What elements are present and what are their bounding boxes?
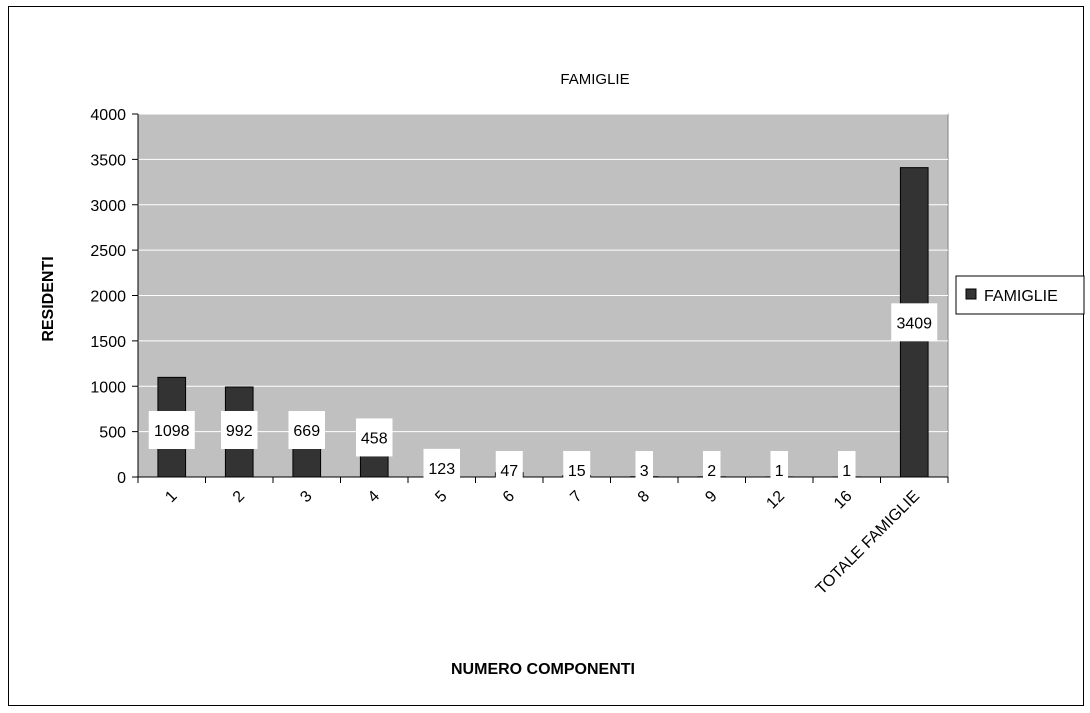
x-tick-label: 9 xyxy=(702,488,720,506)
bars xyxy=(157,167,929,478)
data-label: 47 xyxy=(500,463,518,480)
data-label: 669 xyxy=(293,423,320,440)
x-tick-label: 12 xyxy=(763,488,788,513)
y-tick-label: 500 xyxy=(99,425,126,442)
data-label: 3409 xyxy=(896,315,932,332)
legend-swatch xyxy=(965,288,977,300)
legend-label: FAMIGLIE xyxy=(984,288,1058,305)
data-label-bg xyxy=(891,303,938,342)
data-label-bg xyxy=(703,451,721,489)
data-label-bg xyxy=(356,418,393,457)
x-tick-label: 16 xyxy=(831,488,856,513)
data-label-bg xyxy=(495,451,523,489)
legend: FAMIGLIE xyxy=(955,275,1085,315)
data-label-bg xyxy=(423,448,460,487)
y-tick-label: 1500 xyxy=(90,334,126,351)
x-tick-label: 6 xyxy=(500,488,518,506)
data-label-bg xyxy=(838,451,856,489)
x-tick-label: 3 xyxy=(297,488,315,506)
x-tick-label: 1 xyxy=(162,488,180,506)
legend-box xyxy=(955,275,1085,315)
data-label-bg xyxy=(221,411,258,449)
data-label: 458 xyxy=(361,430,388,447)
data-label: 1 xyxy=(842,463,851,480)
y-axis-title: RESIDENTI xyxy=(40,256,57,341)
y-tick-label: 3000 xyxy=(90,198,126,215)
y-tick-label: 0 xyxy=(117,470,126,487)
x-axis-title: NUMERO COMPONENTI xyxy=(451,661,635,678)
data-label: 2 xyxy=(707,463,716,480)
data-label: 1 xyxy=(775,463,784,480)
data-label-bg xyxy=(288,411,325,449)
data-label-bg xyxy=(148,411,195,449)
y-tick-label: 3500 xyxy=(90,152,126,169)
data-label-bg xyxy=(563,451,591,489)
y-tick-label: 4000 xyxy=(90,107,126,124)
x-tick-label: 4 xyxy=(365,488,383,506)
y-tick-label: 2500 xyxy=(90,243,126,260)
x-tick-label: TOTALE FAMIGLIE xyxy=(813,488,923,598)
data-labels: 1098 992 669 458 123 47 15 3 2 1 1 3409 xyxy=(148,303,938,489)
x-tick-label: 5 xyxy=(432,488,450,506)
data-label-bg xyxy=(770,451,788,489)
gridlines xyxy=(138,113,948,433)
y-axis: 0 500 1000 1500 2000 2500 3000 3500 4000 xyxy=(90,107,139,487)
data-label: 992 xyxy=(226,423,253,440)
data-label: 1098 xyxy=(154,423,190,440)
data-label-bg xyxy=(635,451,653,489)
y-tick-label: 1000 xyxy=(90,379,126,396)
data-label: 123 xyxy=(428,461,455,478)
data-label: 3 xyxy=(640,463,649,480)
x-tick-label: 8 xyxy=(635,488,653,506)
y-tick-label: 2000 xyxy=(90,289,126,306)
x-tick-label: 7 xyxy=(567,488,585,506)
x-tick-label: 2 xyxy=(230,488,248,506)
chart-title: FAMIGLIE xyxy=(560,71,629,88)
data-label: 15 xyxy=(568,463,586,480)
